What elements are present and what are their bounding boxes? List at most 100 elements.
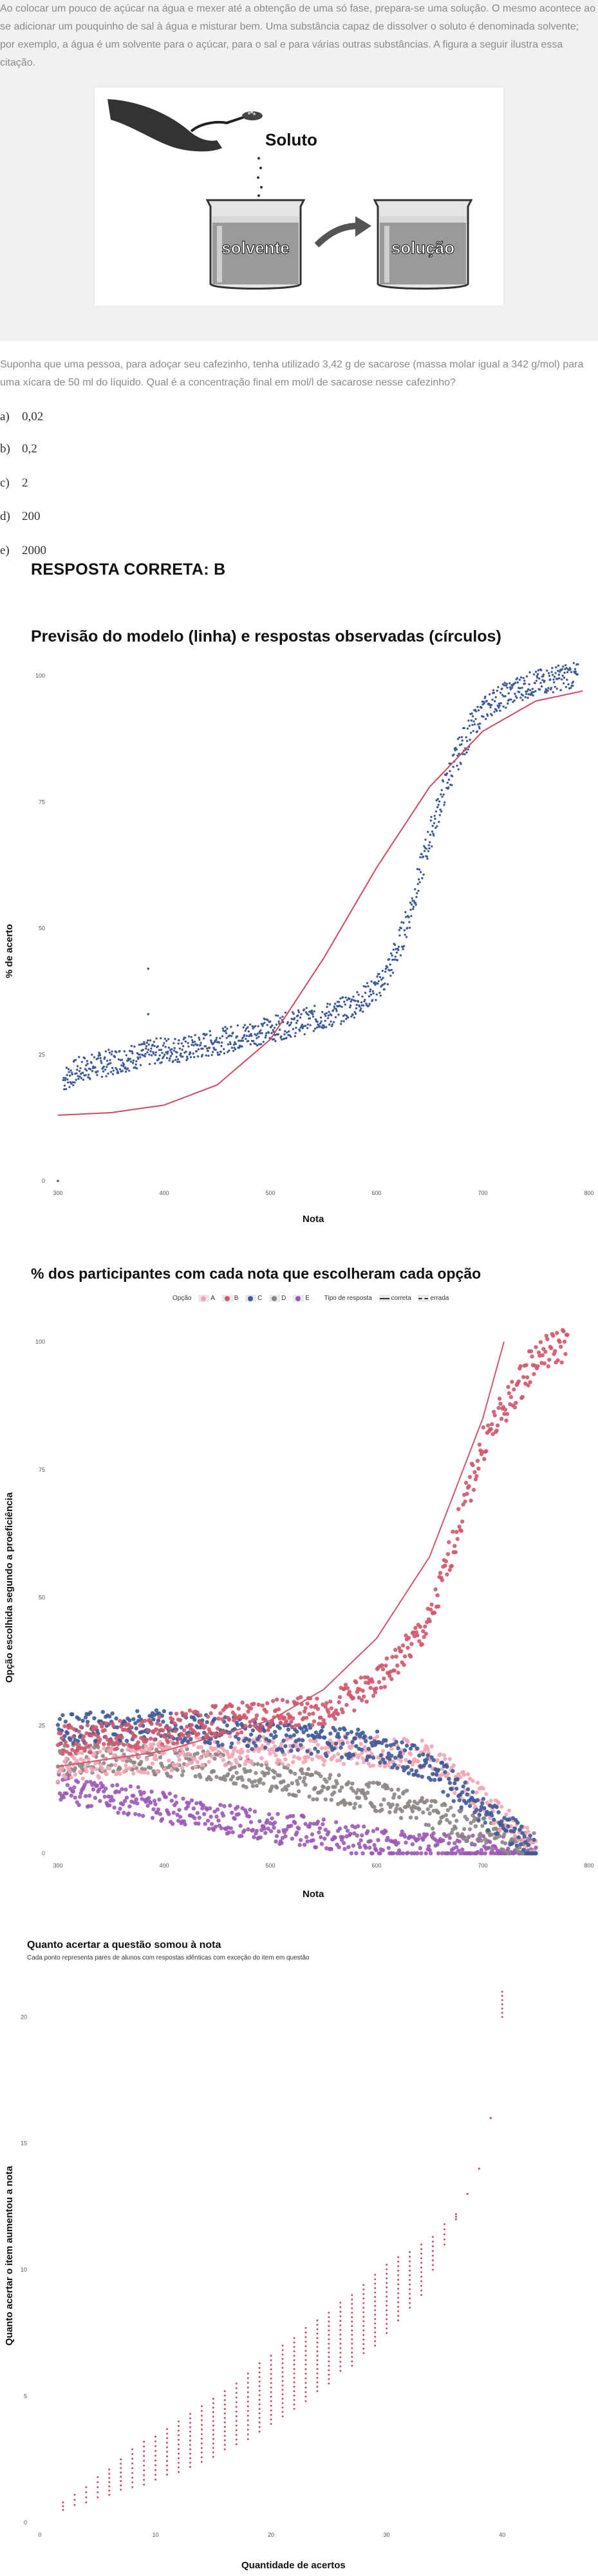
chart2-point-a — [72, 1756, 77, 1761]
chart1-point — [509, 682, 511, 685]
chart2-point-b — [126, 1728, 130, 1733]
chart3-point — [143, 2479, 145, 2481]
chart3-point — [304, 2382, 307, 2384]
chart2-point-a — [187, 1752, 191, 1756]
chart2-point-b — [63, 1740, 68, 1745]
chart2-point-d — [408, 1815, 413, 1820]
chart3-point — [304, 2373, 307, 2375]
chart2-point-a — [355, 1761, 360, 1766]
chart1-point — [360, 1001, 363, 1004]
chart2-point-b — [509, 1395, 514, 1400]
chart2-point-e — [371, 1829, 376, 1833]
chart3-point — [339, 2365, 342, 2368]
chart1-point — [559, 671, 561, 673]
chart2-point-b — [152, 1737, 157, 1742]
chart2-point-d — [193, 1774, 198, 1779]
chart2-point-a — [319, 1746, 324, 1750]
chart1-point — [70, 1069, 72, 1072]
chart3-point — [108, 2481, 111, 2483]
chart1-point — [145, 1047, 147, 1050]
chart1-point — [294, 1032, 297, 1035]
chart2-point-e — [120, 1787, 124, 1792]
chart1-point — [501, 694, 504, 696]
chart3-point — [431, 2245, 434, 2248]
option-d[interactable]: d) 200 — [0, 510, 41, 523]
chart3-point — [420, 2261, 423, 2264]
chart2-point-b — [209, 1721, 214, 1726]
chart1-point — [337, 1001, 341, 1003]
option-a[interactable]: a) 0,02 — [0, 410, 44, 423]
chart1-point — [369, 994, 373, 996]
chart1-point — [532, 694, 534, 697]
chart1-ytick: 25 — [39, 1052, 45, 1058]
chart3-point — [258, 2412, 261, 2414]
chart2-point-b — [354, 1680, 359, 1685]
chart2-point-c — [63, 1719, 68, 1724]
chart3-point — [351, 2321, 353, 2323]
chart1-point — [286, 1021, 289, 1024]
chart1-point — [465, 736, 467, 739]
chart3-point — [293, 2346, 295, 2348]
chart2-point-b — [65, 1743, 70, 1748]
chart1-point — [556, 687, 558, 690]
chart1-point — [519, 687, 521, 690]
chart1-point — [163, 1042, 165, 1044]
chart1-point — [312, 1013, 314, 1015]
chart2-point-c — [428, 1777, 433, 1783]
chart2-point-e — [291, 1813, 295, 1819]
chart2-point-e — [229, 1826, 233, 1831]
chart2-point-c — [328, 1731, 333, 1736]
chart3-point — [270, 2400, 272, 2402]
chart2-point-d — [277, 1773, 282, 1778]
legend-swatch-a — [198, 1295, 210, 1302]
chart2-point-c — [127, 1718, 132, 1723]
chart1-point — [310, 1009, 313, 1012]
chart3-point — [304, 2386, 307, 2389]
chart3-point — [223, 2443, 226, 2446]
chart3-point — [108, 2494, 111, 2496]
chart2-point-d — [297, 1775, 302, 1781]
chart2-point-a — [192, 1757, 197, 1762]
chart3-point — [374, 2309, 377, 2312]
chart1-point — [109, 1062, 112, 1064]
chart1-point — [415, 896, 418, 898]
chart3-point — [443, 2243, 445, 2246]
chart3-point — [166, 2437, 169, 2440]
chart2-point-a — [100, 1767, 105, 1772]
option-e[interactable]: e) 2000 — [0, 544, 46, 557]
chart1-ytick: 75 — [39, 799, 45, 805]
chart2-point-e — [230, 1810, 234, 1815]
chart2-point-d — [397, 1795, 402, 1799]
chart3-point — [304, 2331, 307, 2334]
chart3-point — [281, 2375, 284, 2378]
chart1-point — [559, 689, 562, 692]
chart2-point-d — [491, 1846, 495, 1851]
chart2-point-b — [278, 1720, 283, 1725]
chart1-point — [317, 1023, 320, 1026]
chart2-point-b — [422, 1635, 426, 1639]
chart1-point — [324, 1014, 327, 1017]
chart1-point — [295, 1021, 298, 1024]
chart1-point — [384, 967, 388, 970]
chart1-point — [425, 848, 428, 850]
chart2-point-e — [197, 1815, 201, 1820]
chart2-point-b — [516, 1379, 521, 1384]
chart1-point — [539, 681, 542, 684]
chart2-point-e — [194, 1801, 199, 1806]
chart2-point-d — [311, 1797, 315, 1802]
chart3-point — [316, 2324, 319, 2326]
chart1-point — [461, 739, 463, 742]
chart1-point — [279, 1017, 282, 1019]
option-b[interactable]: b) 0,2 — [0, 442, 37, 456]
chart2-point-e — [84, 1779, 89, 1784]
chart2-point-b — [109, 1739, 114, 1743]
chart2-point-a — [291, 1759, 295, 1765]
chart2-point-d — [303, 1783, 308, 1787]
chart2-point-b — [122, 1743, 126, 1747]
chart1-point — [319, 1022, 322, 1024]
chart1-point — [106, 1066, 108, 1068]
chart2-point-b — [380, 1667, 386, 1672]
chart1-point — [505, 684, 508, 687]
option-c[interactable]: c) 2 — [0, 476, 28, 490]
chart2-point-e — [416, 1837, 421, 1842]
